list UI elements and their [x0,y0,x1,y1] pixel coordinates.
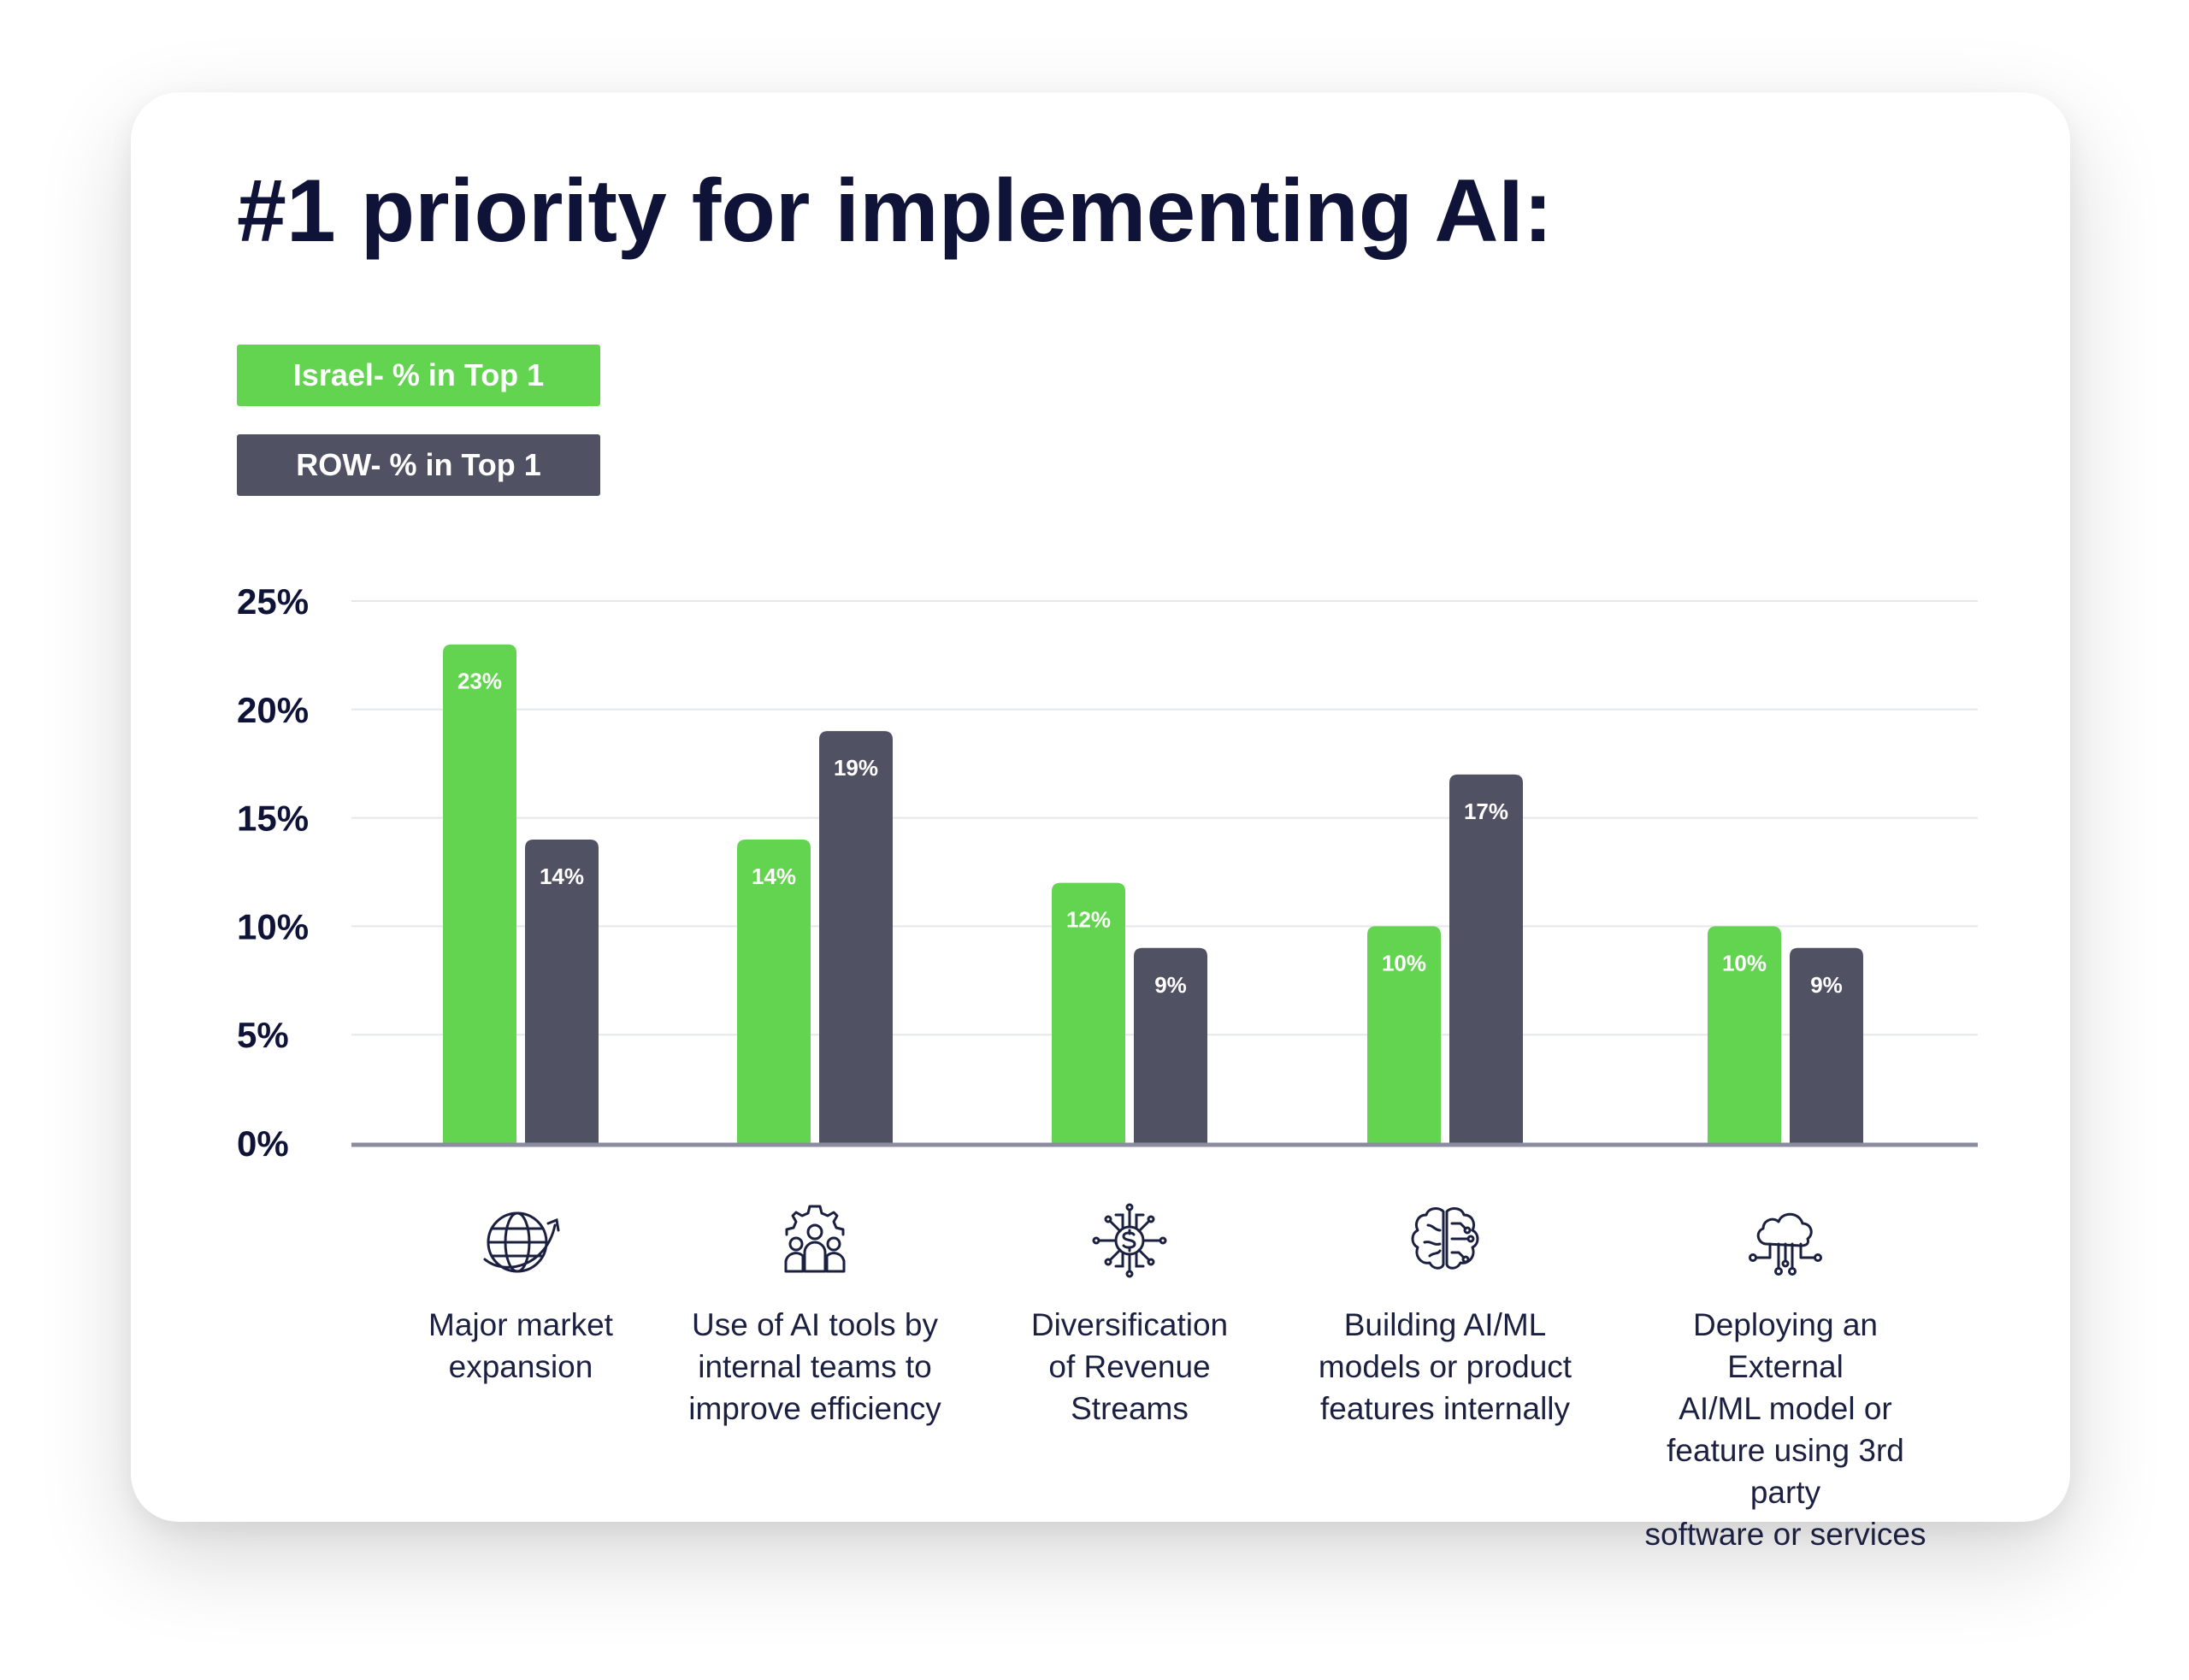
bar-israel [1708,926,1781,1143]
y-tick-label: 10% [237,906,309,946]
category-label: Major market expansion [428,1307,613,1384]
y-tick-label: 15% [237,799,309,839]
bar-row [1134,947,1207,1143]
bar-row [1790,947,1863,1143]
category-major-market-expansion: Major market expansion [375,1200,666,1388]
bar-chart: 0% 5% 10% 15% 20% 25% 23% 14% 14% 19% 12% 9% 10% 17% 1… [237,581,1978,1164]
dollar-circuit-icon [1089,1200,1171,1282]
bar-value-label: 9% [1810,972,1843,998]
y-tick-label: 0% [237,1123,289,1164]
category-diversification-revenue: Diversification of Revenue Streams [984,1200,1275,1429]
bar-row [819,731,893,1143]
category-label: Use of AI tools by internal teams to imp… [688,1307,941,1426]
bar-value-label: 9% [1154,972,1187,998]
legend-item-row: ROW- % in Top 1 [237,434,600,496]
bar-value-label: 19% [834,755,878,781]
brain-icon [1404,1200,1486,1282]
bar-value-label: 14% [540,864,584,889]
bar-israel [443,644,516,1143]
category-label: Building AI/ML models or product feature… [1318,1307,1572,1426]
category-ai-tools-internal-teams: Use of AI tools by internal teams to imp… [670,1200,960,1429]
bar-value-label: 12% [1066,907,1111,933]
team-gear-icon [774,1200,856,1282]
bar-value-label: 10% [1722,950,1767,976]
y-tick-label: 25% [237,581,309,622]
bar-row [525,839,599,1143]
globe-arrow-icon [480,1200,562,1282]
bar-israel [1367,926,1441,1143]
chart-title: #1 priority for implementing AI: [237,162,1553,261]
bar-value-label: 10% [1382,950,1426,976]
bar-row [1449,774,1523,1143]
category-deploying-external: Deploying an External AI/ML model or fea… [1640,1200,1931,1555]
chart-card: #1 priority for implementing AI: Israel-… [131,92,2070,1552]
legend-item-israel: Israel- % in Top 1 [237,345,600,406]
bar-value-label: 23% [457,669,502,694]
bar-value-label: 17% [1464,799,1508,824]
cloud-network-icon [1744,1200,1826,1282]
category-label: Diversification of Revenue Streams [1030,1307,1229,1426]
y-tick-label: 20% [237,690,309,730]
bar-israel [1052,882,1125,1143]
category-label: Deploying an External AI/ML model or fea… [1644,1307,1926,1552]
category-building-ai-ml: Building AI/ML models or product feature… [1300,1200,1590,1429]
bar-israel [737,839,811,1143]
y-tick-label: 5% [237,1015,289,1055]
bar-value-label: 14% [752,864,796,889]
